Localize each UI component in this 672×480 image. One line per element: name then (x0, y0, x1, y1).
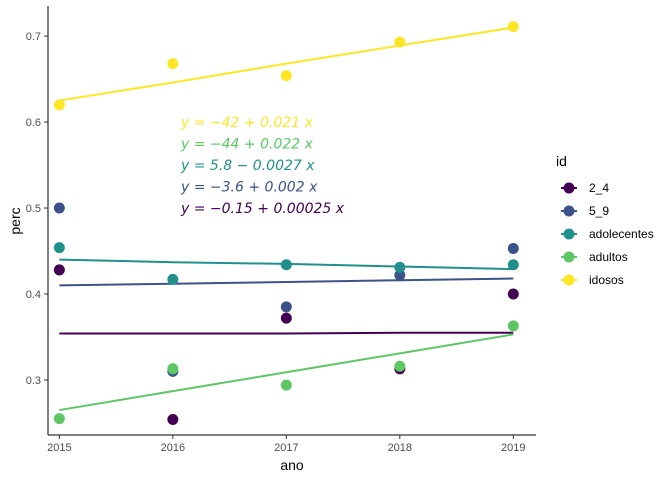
equation-5-9: y = −3.6 + 0.002 x (180, 180, 318, 196)
point-idosos (394, 36, 406, 48)
legend-label-adultos: adultos (589, 250, 628, 264)
point-adultos (167, 363, 179, 375)
plot-panel (53, 21, 519, 426)
point-adultos (394, 360, 406, 372)
x-tick-label: 2018 (388, 442, 412, 454)
point-adolecentes (394, 261, 406, 273)
legend-key-point-2-4 (563, 182, 575, 194)
equation-2-4: y = −0.15 + 0.00025 x (180, 201, 345, 217)
legend: id 2_4 5_9 adolecentes adultos idosos (556, 153, 654, 287)
point-2-4 (507, 288, 519, 300)
y-tick-label: 0.6 (26, 117, 41, 129)
fit-line-adultos (59, 333, 514, 412)
legend-key-point-idosos (563, 274, 575, 286)
point-5-9 (53, 202, 65, 214)
x-tick-label: 2017 (274, 442, 298, 454)
equation-adolecentes: y = 5.8 − 0.0027 x (180, 158, 315, 174)
point-idosos (167, 58, 179, 70)
fit-line-idosos (59, 26, 514, 102)
point-adultos (280, 379, 292, 391)
point-2-4 (167, 414, 179, 426)
point-5-9 (507, 242, 519, 254)
legend-key-point-5-9 (563, 205, 575, 217)
fit-line-5-9 (59, 277, 514, 287)
point-adolecentes (507, 259, 519, 271)
point-adultos (507, 320, 519, 332)
point-5-9 (394, 269, 406, 281)
legend-key-point-adultos (563, 251, 575, 263)
legend-label-adolecentes: adolecentes (589, 227, 654, 241)
x-tick-label: 2019 (501, 442, 525, 454)
y-tick-label: 0.3 (26, 375, 41, 387)
y-tick-label: 0.7 (26, 31, 41, 43)
legend-key-point-adolecentes (563, 228, 575, 240)
point-idosos (53, 99, 65, 111)
point-adolecentes (53, 242, 65, 254)
legend-label-5-9: 5_9 (589, 204, 609, 218)
fit-line-2-4 (59, 331, 514, 335)
point-5-9 (280, 301, 292, 313)
x-axis-title: ano (280, 457, 304, 473)
x-tick-label: 2016 (161, 442, 185, 454)
y-tick-label: 0.5 (26, 203, 41, 215)
y-axis-ticks: 0.3 0.4 0.5 0.6 0.7 (26, 31, 48, 387)
equation-adultos: y = −44 + 0.022 x (180, 137, 314, 153)
regression-equations: y = −42 + 0.021 x y = −44 + 0.022 x y = 5.… (180, 115, 345, 217)
point-idosos (280, 70, 292, 82)
point-2-4 (280, 312, 292, 324)
x-tick-label: 2015 (47, 442, 71, 454)
x-axis-ticks: 2015 2016 2017 2018 2019 (47, 435, 526, 454)
point-adultos (53, 413, 65, 425)
legend-title: id (556, 153, 567, 169)
equation-idosos: y = −42 + 0.021 x (180, 115, 314, 131)
y-tick-label: 0.4 (26, 289, 41, 301)
point-adolecentes (280, 259, 292, 271)
point-adolecentes (167, 273, 179, 285)
legend-label-2-4: 2_4 (589, 181, 609, 195)
point-idosos (507, 21, 519, 33)
y-axis-title: perc (7, 207, 23, 234)
point-2-4 (53, 264, 65, 276)
legend-label-idosos: idosos (589, 273, 624, 287)
